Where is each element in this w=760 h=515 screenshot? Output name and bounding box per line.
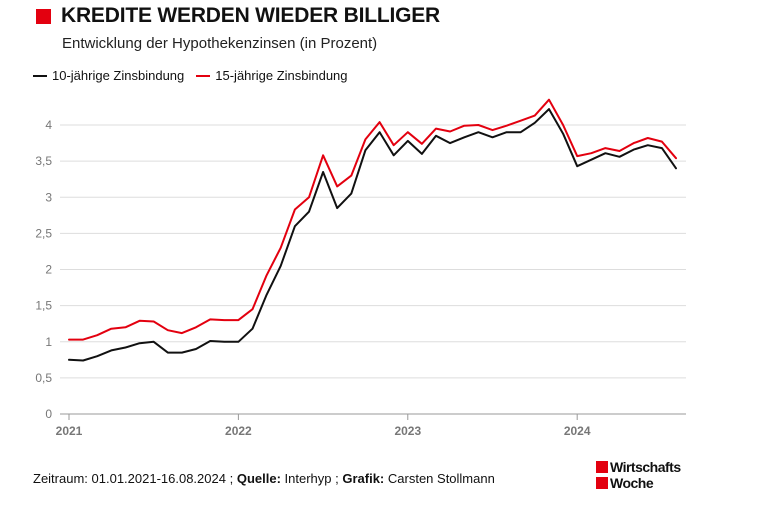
legend-swatch-black xyxy=(33,74,47,77)
y-tick-label: 1 xyxy=(45,335,52,349)
legend-swatch-red xyxy=(196,74,211,77)
x-tick-label: 2023 xyxy=(394,424,421,438)
footer-credits: Zeitraum: 01.01.2021-16.08.2024 ; Quelle… xyxy=(33,471,495,486)
y-tick-label: 0 xyxy=(45,407,52,421)
logo-text-2: Woche xyxy=(610,475,654,491)
logo-line-1: Wirtschafts xyxy=(596,459,681,475)
x-tick-label: 2024 xyxy=(564,424,591,438)
footer-period: Zeitraum: 01.01.2021-16.08.2024 ; xyxy=(33,471,234,486)
series-line-10-jahre xyxy=(68,108,677,362)
x-tick-label: 2021 xyxy=(56,424,83,438)
axis-layer: 0 0,5 1 1,5 2 2,5 3 3,5 4 2021 2022 2023 2024 xyxy=(35,118,591,438)
y-tick-label: 4 xyxy=(45,118,52,132)
y-tick-label: 1,5 xyxy=(35,299,52,313)
y-tick-label: 3,5 xyxy=(35,154,52,168)
footer-graphic-label: Grafik: xyxy=(342,471,385,486)
logo-square-2 xyxy=(596,477,608,489)
wirtschaftswoche-logo: Wirtschafts Woche xyxy=(596,459,681,491)
x-tick-label: 2022 xyxy=(225,424,252,438)
y-tick-label: 0,5 xyxy=(35,371,52,385)
title-row: KREDITE WERDEN WIEDER BILLIGER xyxy=(36,4,440,28)
logo-square-1 xyxy=(596,461,608,473)
chart-subtitle: Entwicklung der Hypothekenzinsen (in Pro… xyxy=(62,35,378,52)
chart-header: KREDITE WERDEN WIEDER BILLIGER xyxy=(36,4,440,28)
chart-title: KREDITE WERDEN WIEDER BILLIGER xyxy=(61,4,441,27)
series-line-15-jahre xyxy=(68,98,677,341)
footer-source-label: Quelle: xyxy=(236,471,281,486)
series-layer xyxy=(68,98,677,362)
title-marker xyxy=(36,8,51,24)
legend-label-10-jahre: 10-jährige Zinsbindung xyxy=(52,68,185,83)
legend-item-15-jahre: 15-jährige Zinsbindung xyxy=(196,68,348,83)
grid-layer xyxy=(60,124,686,415)
footer-source: Interhyp ; xyxy=(284,471,339,486)
footer-graphic: Carsten Stollmann xyxy=(387,471,495,486)
logo-line-2: Woche xyxy=(596,475,681,491)
legend: 10-jährige Zinsbindung 15-jährige Zinsbi… xyxy=(33,68,360,83)
legend-label-15-jahre: 15-jährige Zinsbindung xyxy=(215,68,348,83)
legend-item-10-jahre: 10-jährige Zinsbindung xyxy=(33,68,184,83)
y-tick-label: 2,5 xyxy=(35,226,52,240)
logo-text-1: Wirtschafts xyxy=(610,459,681,475)
y-tick-label: 2 xyxy=(45,263,52,277)
y-tick-label: 3 xyxy=(45,190,52,204)
